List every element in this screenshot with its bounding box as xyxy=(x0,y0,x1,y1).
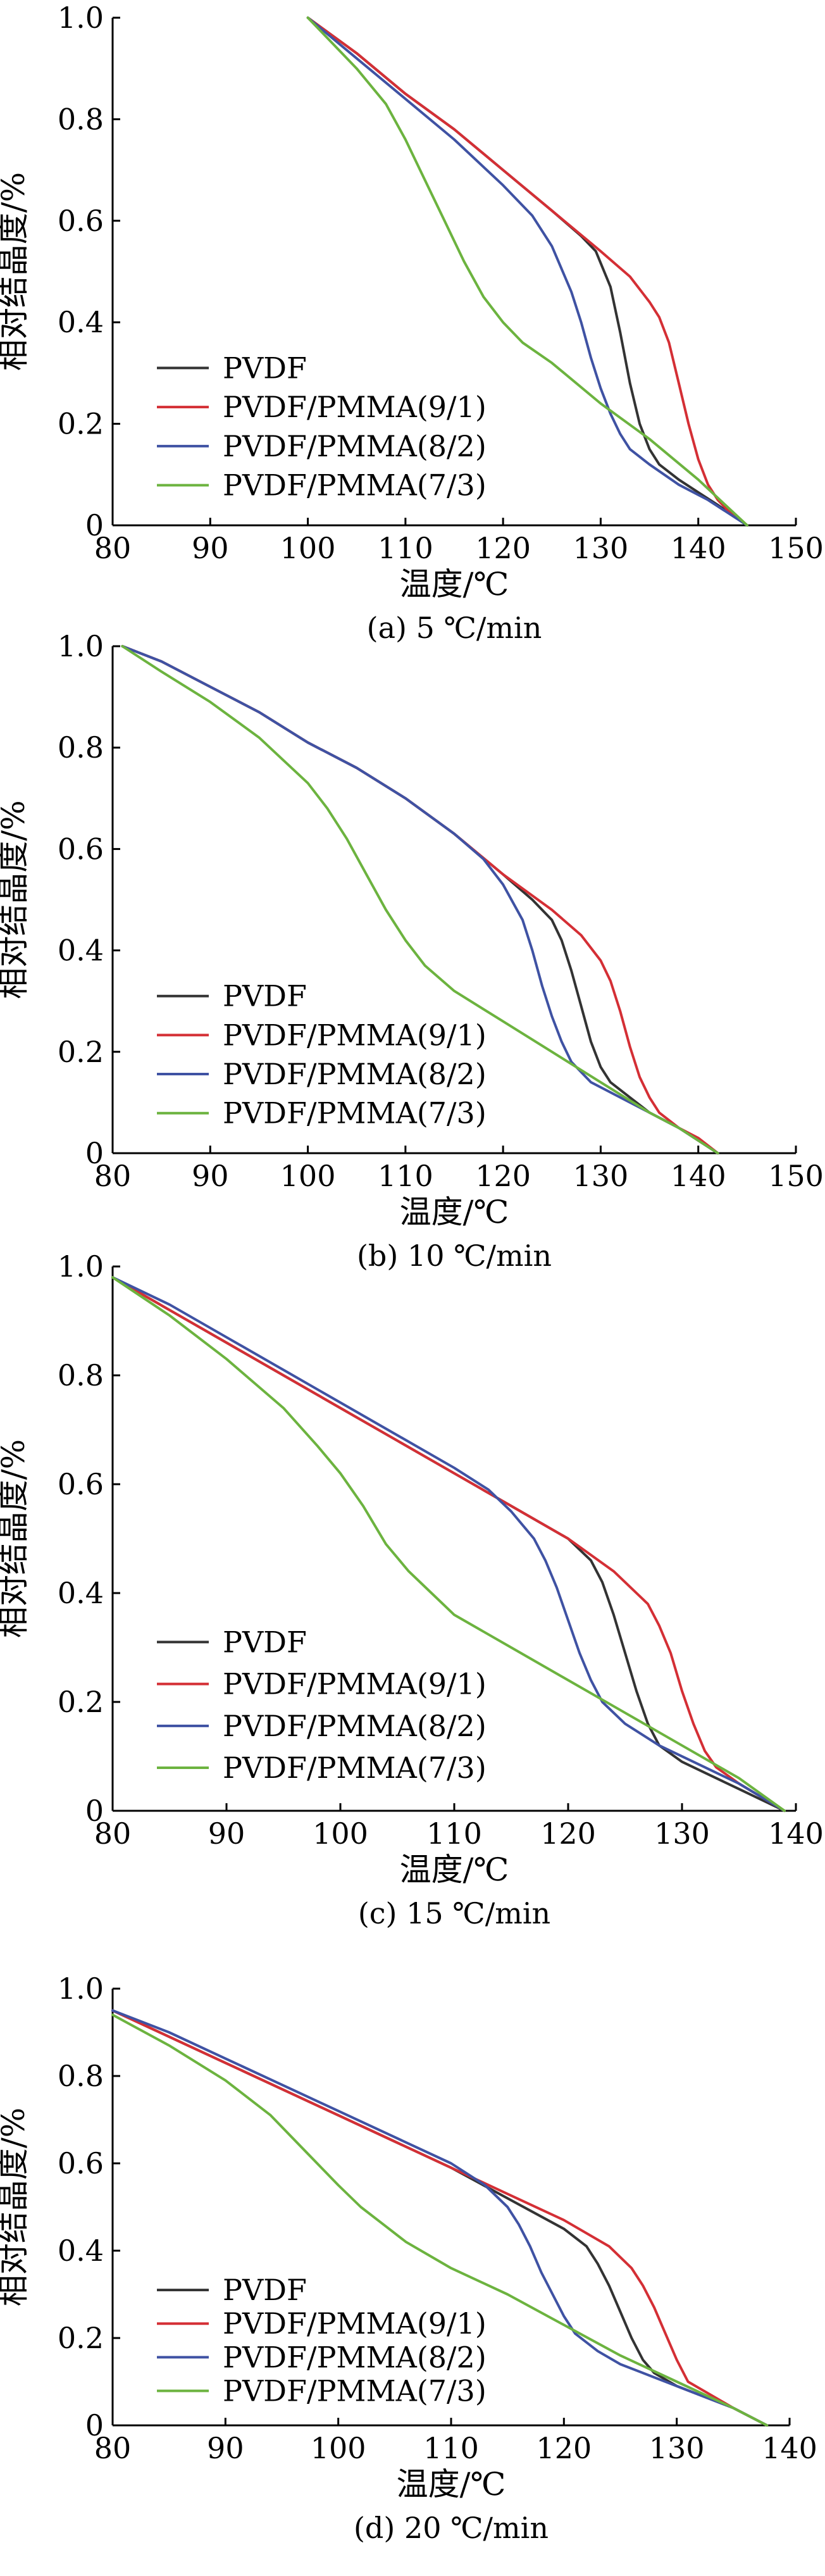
legend-label: PVDF xyxy=(223,351,307,385)
x-tick-label: 150 xyxy=(768,531,824,565)
chart-panel-4: 80 90 100 110 120 130 140 0 0.2 0.4 0.6 0.8 1.0 相对结晶度… xyxy=(0,1972,817,2545)
x-tick-label: 120 xyxy=(475,1159,531,1193)
x-tick-label: 90 xyxy=(208,1816,245,1851)
legend-label: PVDF/PMMA(7/3) xyxy=(223,468,487,503)
series-line-4 xyxy=(121,645,719,1154)
y-tick-label: 0.8 xyxy=(58,1358,104,1392)
x-axis-label: 温度/℃ xyxy=(400,566,509,603)
x-tick-label: 150 xyxy=(768,1159,824,1193)
series-line-2 xyxy=(306,16,748,527)
legend-label: PVDF/PMMA(9/1) xyxy=(223,1667,487,1701)
series-line-4 xyxy=(111,1276,786,1812)
x-tick-label: 110 xyxy=(426,1816,482,1851)
y-tick-label: 0.8 xyxy=(58,730,104,765)
legend-label: PVDF/PMMA(8/2) xyxy=(223,429,487,463)
legend-label: PVDF xyxy=(223,979,307,1013)
x-axis-label: 温度/℃ xyxy=(400,1851,509,1888)
series-line-4 xyxy=(111,2013,769,2427)
x-tick-label: 80 xyxy=(94,1159,132,1193)
series-line-3 xyxy=(111,2009,769,2427)
legend-label: PVDF/PMMA(7/3) xyxy=(223,2373,487,2408)
y-tick-label: 0 xyxy=(85,508,104,542)
legend-label: PVDF/PMMA(9/1) xyxy=(223,390,487,424)
y-tick-label: 0.2 xyxy=(58,1035,104,1069)
legend-label: PVDF/PMMA(9/1) xyxy=(223,1018,487,1052)
panel-caption: (c) 15 ℃/min xyxy=(358,1896,550,1930)
panel-caption: (b) 10 ℃/min xyxy=(357,1239,552,1273)
y-tick-label: 0.4 xyxy=(58,1576,104,1610)
x-axis-label: 温度/℃ xyxy=(400,1194,509,1230)
x-tick-label: 110 xyxy=(378,531,433,565)
series-line-3 xyxy=(111,1276,786,1812)
x-tick-label: 130 xyxy=(573,531,629,565)
x-tick-label: 140 xyxy=(762,2431,817,2465)
panel-caption: (d) 20 ℃/min xyxy=(354,2511,549,2545)
series-line-2 xyxy=(111,2009,769,2427)
series-line-4 xyxy=(306,16,748,527)
series-line-3 xyxy=(121,645,719,1154)
y-axis-label: 相对结晶度/% xyxy=(0,1439,32,1638)
x-tick-label: 140 xyxy=(768,1816,824,1851)
x-tick-label: 80 xyxy=(94,1816,132,1851)
y-tick-label: 0.4 xyxy=(58,305,104,339)
legend-label: PVDF/PMMA(8/2) xyxy=(223,2340,487,2374)
x-tick-label: 90 xyxy=(192,531,229,565)
y-tick-label: 0.4 xyxy=(58,934,104,968)
legend-label: PVDF xyxy=(223,2273,307,2307)
y-tick-label: 0.2 xyxy=(58,407,104,441)
y-tick-label: 0.6 xyxy=(58,2146,104,2180)
x-tick-label: 130 xyxy=(573,1159,629,1193)
legend-label: PVDF/PMMA(8/2) xyxy=(223,1057,487,1091)
y-tick-label: 0.8 xyxy=(58,2059,104,2093)
y-tick-label: 0.2 xyxy=(58,1685,104,1719)
legend-label: PVDF/PMMA(7/3) xyxy=(223,1096,487,1130)
x-tick-label: 130 xyxy=(649,2431,705,2465)
x-axis-label: 温度/℃ xyxy=(397,2466,506,2503)
y-axis-label: 相对结晶度/% xyxy=(0,172,32,371)
x-tick-label: 80 xyxy=(94,531,132,565)
y-tick-label: 0.6 xyxy=(58,204,104,238)
chart-panel-1: 80 90 100 110 120 130 140 150 0 0.2 0.4 0.6 0.8 1.0 相对… xyxy=(0,1,824,645)
legend-label: PVDF/PMMA(9/1) xyxy=(223,2306,487,2341)
chart-panel-2: 80 90 100 110 120 130 140 150 0 0.2 0.4 0.6 0.8 1.0 相对… xyxy=(0,629,824,1273)
legend-label: PVDF/PMMA(8/2) xyxy=(223,1709,487,1743)
y-tick-label: 0.4 xyxy=(58,2234,104,2268)
y-axis-label: 相对结晶度/% xyxy=(0,800,32,999)
y-tick-label: 1.0 xyxy=(58,1249,104,1284)
legend-label: PVDF xyxy=(223,1625,307,1659)
x-tick-label: 100 xyxy=(313,1816,368,1851)
chart-panel-3: 80 90 100 110 120 130 140 0 0.2 0.4 0.6 0.8 1.0 相对结晶度… xyxy=(0,1249,824,1930)
x-tick-label: 120 xyxy=(540,1816,596,1851)
y-tick-label: 1.0 xyxy=(58,1972,104,2006)
x-tick-label: 100 xyxy=(280,1159,336,1193)
x-tick-label: 80 xyxy=(94,2431,132,2465)
x-tick-label: 140 xyxy=(671,531,726,565)
legend-label: PVDF/PMMA(7/3) xyxy=(223,1751,487,1785)
x-tick-label: 120 xyxy=(475,531,531,565)
x-tick-label: 90 xyxy=(192,1159,229,1193)
x-tick-label: 120 xyxy=(536,2431,592,2465)
x-tick-label: 110 xyxy=(378,1159,433,1193)
y-tick-label: 0 xyxy=(85,1794,104,1828)
x-tick-label: 100 xyxy=(280,531,336,565)
series-line-3 xyxy=(306,16,748,527)
y-axis-label: 相对结晶度/% xyxy=(0,2108,32,2306)
y-tick-label: 1.0 xyxy=(58,1,104,35)
x-tick-label: 100 xyxy=(311,2431,366,2465)
y-tick-label: 0.6 xyxy=(58,1467,104,1501)
x-tick-label: 130 xyxy=(654,1816,710,1851)
x-tick-label: 90 xyxy=(207,2431,244,2465)
panel-caption: (a) 5 ℃/min xyxy=(367,611,542,645)
y-tick-label: 0.6 xyxy=(58,832,104,866)
y-tick-label: 0.8 xyxy=(58,102,104,136)
x-tick-label: 110 xyxy=(423,2431,479,2465)
y-tick-label: 0 xyxy=(85,2408,104,2442)
y-tick-label: 0.2 xyxy=(58,2321,104,2355)
x-tick-label: 140 xyxy=(671,1159,726,1193)
y-tick-label: 0 xyxy=(85,1136,104,1170)
y-tick-label: 1.0 xyxy=(58,629,104,663)
series-line-2 xyxy=(111,1276,786,1812)
